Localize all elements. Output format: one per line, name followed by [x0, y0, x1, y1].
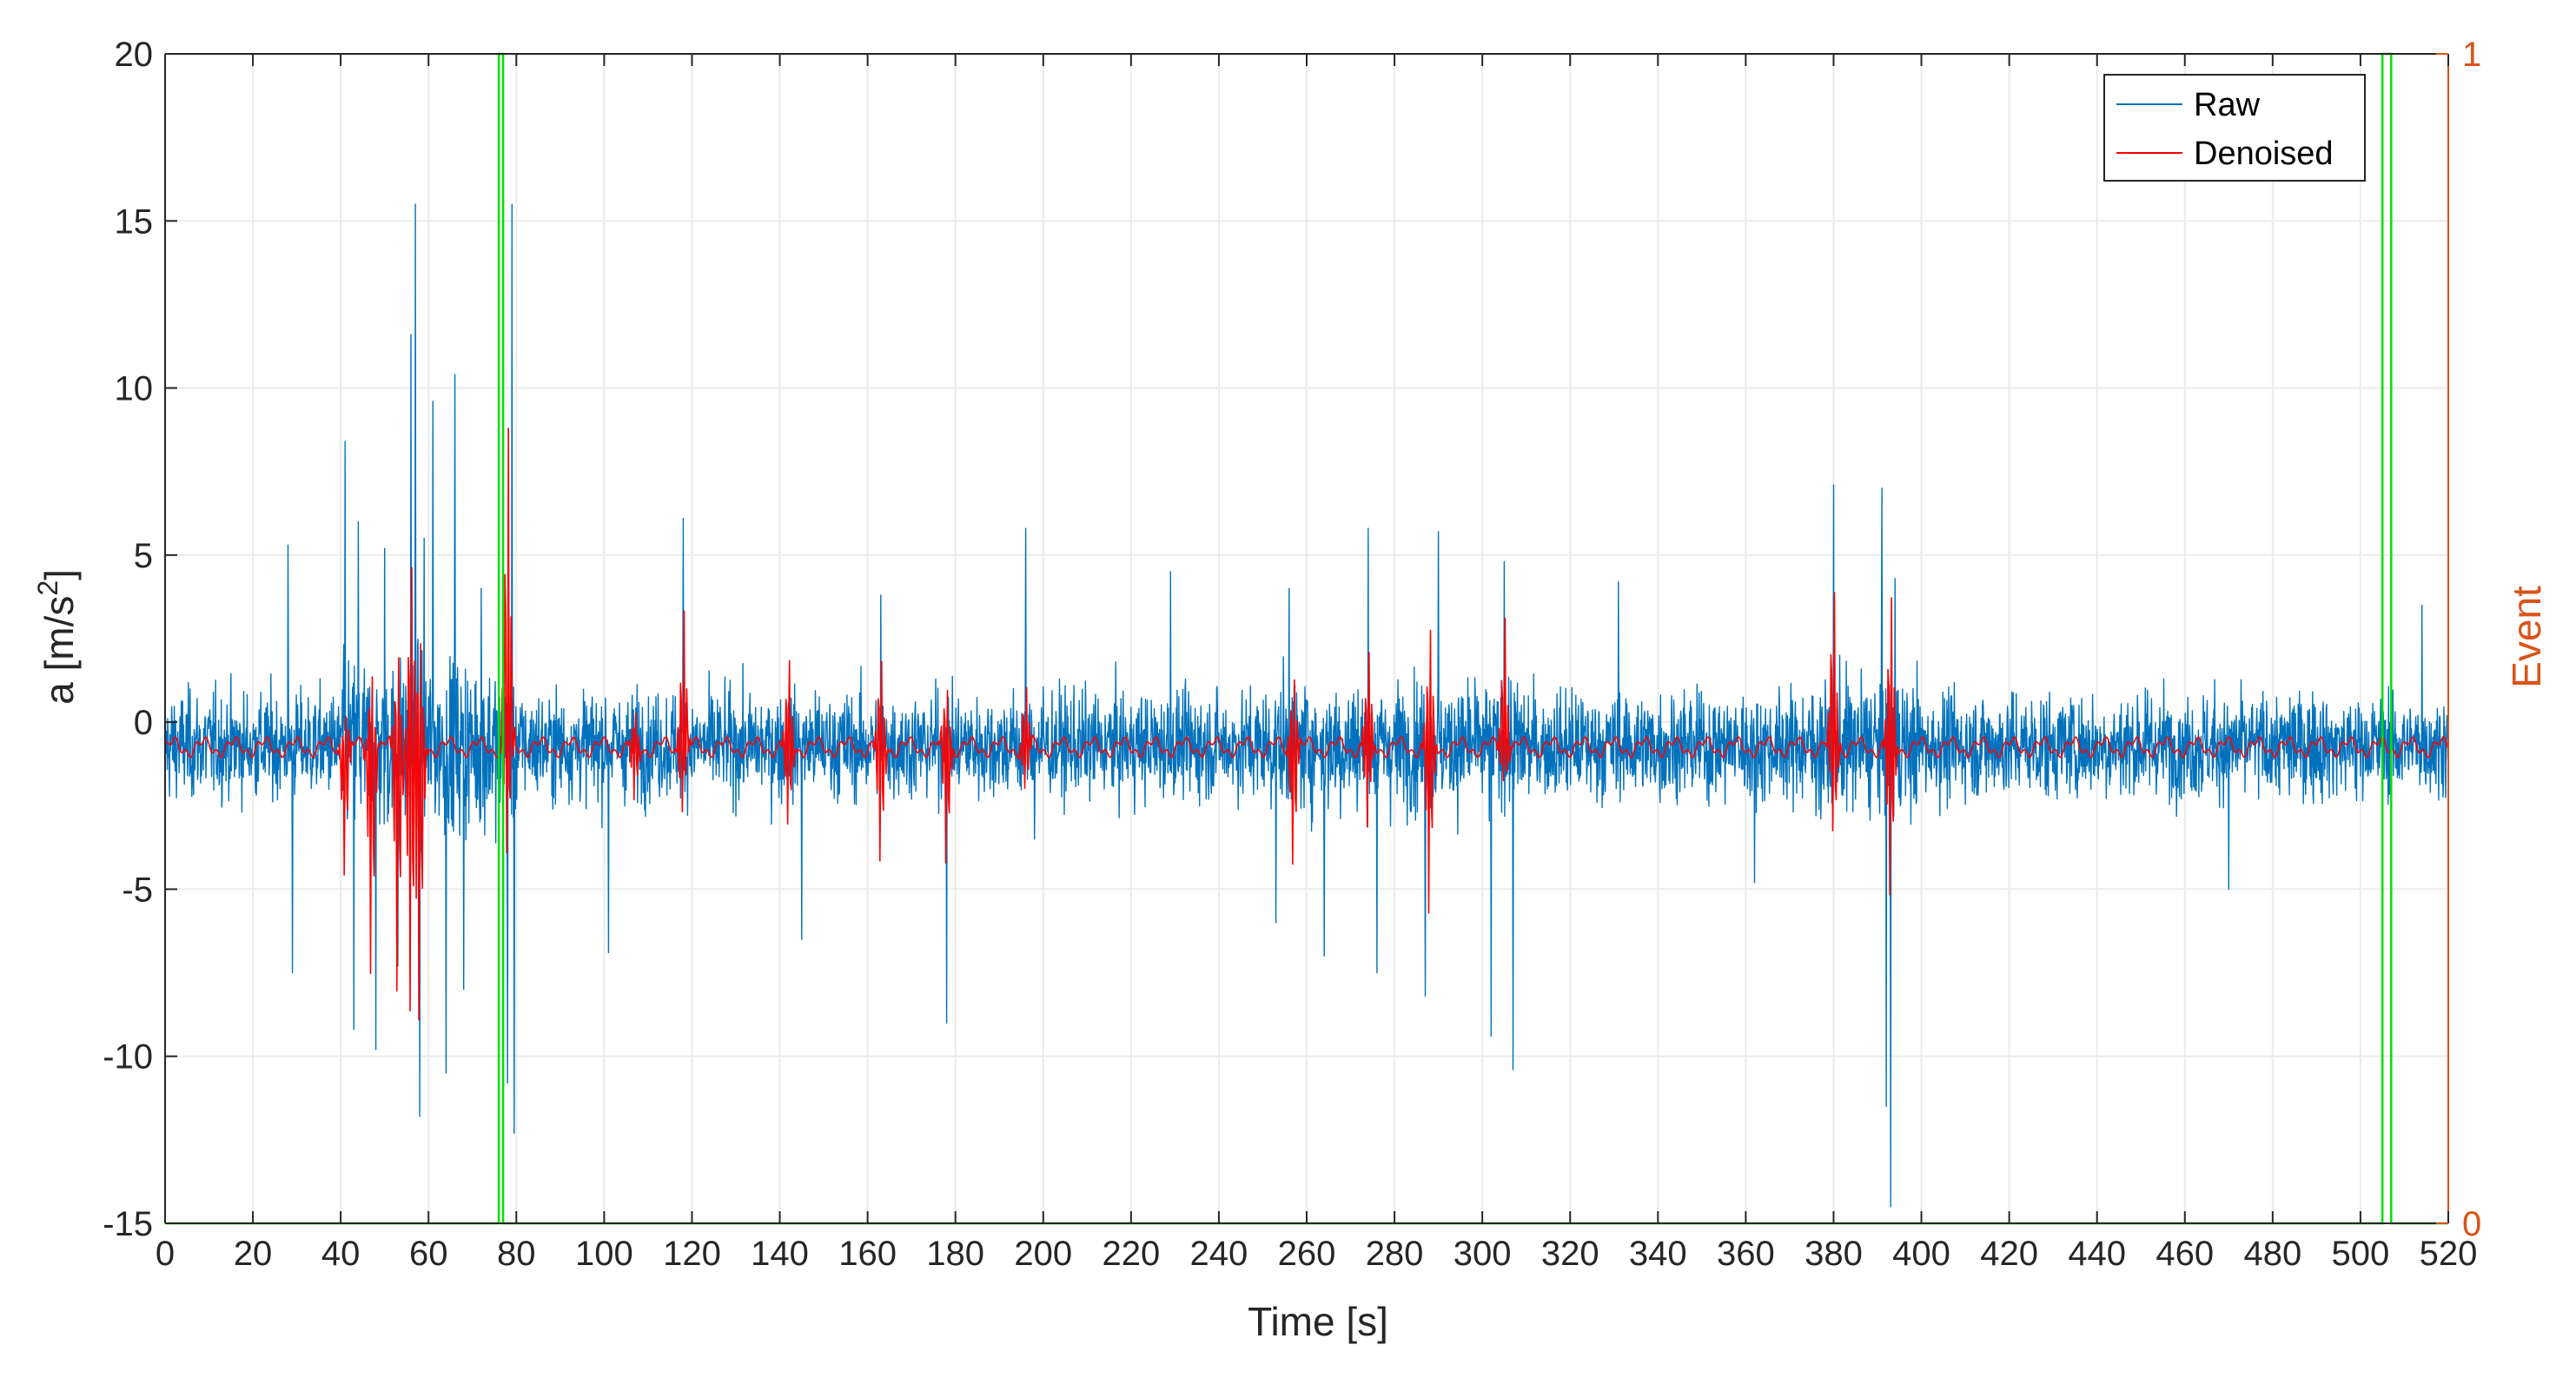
- legend: Raw Denoised: [2103, 74, 2366, 182]
- x-tick-label: 360: [1717, 1235, 1775, 1273]
- y2-axis-label: Event: [2504, 586, 2549, 688]
- denoised-series-line: [164, 427, 2449, 1021]
- y-tick-label: 5: [134, 537, 153, 575]
- x-tick-label: 240: [1190, 1235, 1248, 1273]
- raw-series-line: [164, 203, 2449, 1208]
- y2-tick-label: 1: [2462, 36, 2481, 74]
- y-tick-label: 0: [134, 704, 153, 742]
- y-tick-label: 10: [115, 370, 154, 408]
- legend-raw-label: Raw: [2194, 87, 2261, 123]
- x-tick-label: 100: [575, 1235, 633, 1273]
- y-axis-label: a [m/s2]: [32, 569, 82, 705]
- y-tick-label: -15: [103, 1205, 153, 1243]
- y-axis-label-superscript: 2: [32, 580, 63, 596]
- x-tick-label: 380: [1805, 1235, 1863, 1273]
- x-tick-label: 480: [2243, 1235, 2301, 1273]
- x-tick-label: 320: [1541, 1235, 1599, 1273]
- x-tick-label: 300: [1454, 1235, 1512, 1273]
- y-tick-label: 15: [115, 202, 154, 241]
- x-axis-label: Time [s]: [1248, 1299, 1388, 1344]
- x-tick-label: 260: [1278, 1235, 1336, 1273]
- legend-box: [2103, 74, 2366, 182]
- x-tick-label: 280: [1366, 1235, 1424, 1273]
- x-tick-label: 460: [2155, 1235, 2214, 1273]
- x-tick-label: 40: [321, 1235, 361, 1273]
- x-tick-label: 140: [751, 1235, 809, 1273]
- x-tick-label: 420: [1980, 1235, 2038, 1273]
- x-tick-label: 80: [497, 1235, 536, 1273]
- x-tick-label: 340: [1629, 1235, 1687, 1273]
- y-tick-label: -10: [103, 1038, 153, 1077]
- x-tick-label: 520: [2420, 1235, 2478, 1273]
- x-tick-label: 500: [2332, 1235, 2390, 1273]
- y-tick-label: 20: [115, 36, 154, 74]
- x-tick-label: 0: [156, 1235, 175, 1273]
- x-tick-label: 60: [409, 1235, 448, 1273]
- legend-denoised-label: Denoised: [2194, 136, 2334, 172]
- y-axis-label-close: ]: [36, 569, 82, 580]
- y-axis-label-base: a [m/s: [36, 596, 82, 705]
- x-tick-label: 200: [1014, 1235, 1072, 1273]
- y-tick-label: -5: [122, 871, 153, 909]
- x-tick-label: 20: [234, 1235, 273, 1273]
- x-tick-label: 400: [1892, 1235, 1950, 1273]
- grid-layer: [164, 53, 2449, 1224]
- x-tick-label: 160: [838, 1235, 897, 1273]
- x-tick-label: 440: [2068, 1235, 2126, 1273]
- x-tick-label: 220: [1102, 1235, 1160, 1273]
- y2-tick-label: 0: [2462, 1205, 2481, 1243]
- x-tick-label: 180: [926, 1235, 984, 1273]
- axes-layer: 0 20 40 60 80 100 120 140 160 180 200 220 240 260 280 3…: [103, 36, 2481, 1273]
- x-tick-label: 120: [663, 1235, 721, 1273]
